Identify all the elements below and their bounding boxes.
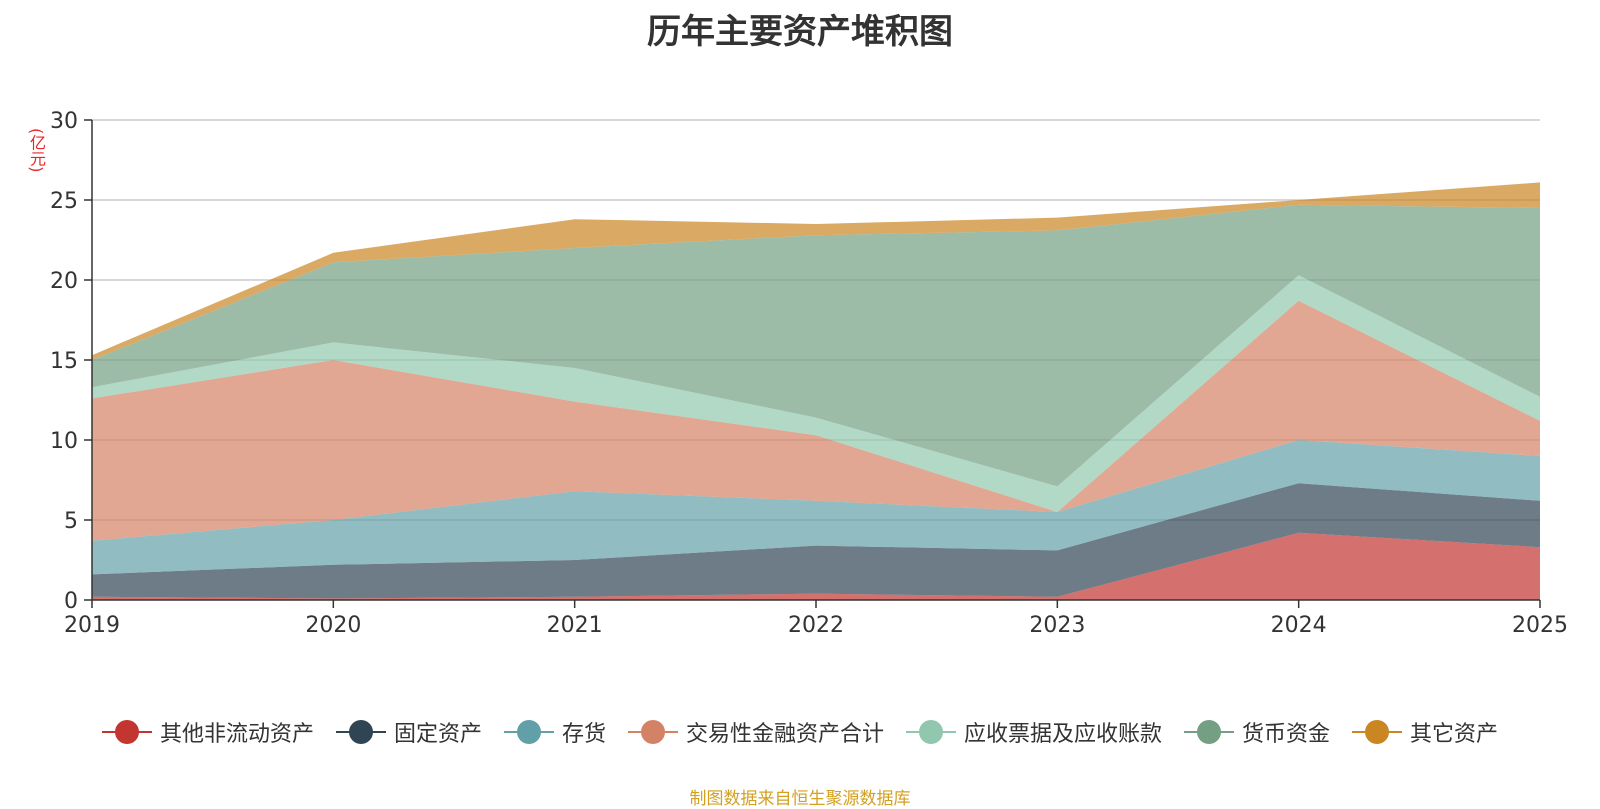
y-tick-label: 25 [50,189,78,214]
area-series-0[interactable] [92,532,1540,600]
legend-label: 其他非流动资产 [159,722,314,747]
legend-marker-icon [335,720,386,744]
area-series-2[interactable] [92,440,1540,575]
legend-item[interactable]: 货币资金 [1184,716,1330,748]
legend-item[interactable]: 其他非流动资产 [101,716,314,748]
legend: 其他非流动资产 固定资产 存货 交易性金融资产合计 应收票据及应收账款 货币资金 其它资产 [0,716,1600,748]
area-series-5[interactable] [92,204,1540,487]
area-series-6[interactable] [92,182,1540,360]
legend-label: 应收票据及应收账款 [964,722,1163,747]
legend-marker-icon [1184,720,1235,744]
legend-item[interactable]: 其它资产 [1352,716,1498,748]
x-tick-label: 2023 [1029,613,1085,638]
y-tick-label: 5 [64,509,78,534]
legend-label: 其它资产 [1410,722,1499,747]
area-series [92,182,1540,600]
legend-item[interactable]: 固定资产 [335,716,482,748]
chart-title: 历年主要资产堆积图 [647,12,953,52]
legend-item[interactable]: 存货 [503,716,606,748]
legend-marker-icon [503,720,554,744]
x-tick-label: 2025 [1512,613,1568,638]
y-tick-label: 10 [50,429,78,454]
legend-label: 货币资金 [1242,722,1331,747]
x-tick-label: 2021 [547,613,603,638]
legend-marker-icon [906,720,956,744]
area-series-1[interactable] [92,483,1540,599]
x-tick-label: 2019 [64,613,120,638]
legend-label: 固定资产 [393,722,482,747]
x-tick-label: 2024 [1271,613,1327,638]
legend-item[interactable]: 应收票据及应收账款 [906,716,1162,748]
legend-label: 存货 [561,722,606,747]
source-note: 制图数据来自恒生聚源数据库 [689,789,911,809]
legend-marker-icon [1352,720,1403,744]
y-tick-label: 20 [50,269,78,294]
y-tick-label: 15 [50,349,78,374]
legend-item[interactable]: 交易性金融资产合计 [627,716,884,748]
y-axis-unit: (亿元) [27,127,46,173]
y-tick-label: 30 [50,109,78,134]
x-tick-label: 2020 [305,613,361,638]
area-series-3[interactable] [92,300,1540,541]
y-tick-label: 0 [64,589,78,614]
legend-label: 交易性金融资产合计 [685,722,884,747]
legend-marker-icon [627,720,678,744]
x-tick-label: 2022 [788,613,844,638]
legend-marker-icon [101,720,152,744]
